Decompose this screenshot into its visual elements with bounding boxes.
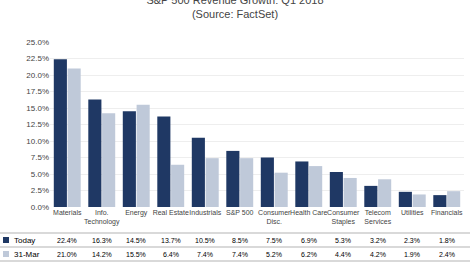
svg-text:14.2%: 14.2% — [92, 251, 112, 258]
svg-text:15.0%: 15.0% — [26, 104, 49, 113]
svg-text:10.5%: 10.5% — [195, 237, 215, 244]
svg-text:2.3%: 2.3% — [404, 237, 420, 244]
svg-text:7.5%: 7.5% — [31, 153, 49, 162]
svg-text:17.5%: 17.5% — [26, 87, 49, 96]
svg-text:3.2%: 3.2% — [370, 237, 386, 244]
svg-text:20.0%: 20.0% — [26, 71, 49, 80]
svg-text:7.4%: 7.4% — [232, 251, 248, 258]
svg-text:6.2%: 6.2% — [301, 251, 317, 258]
svg-text:Energy: Energy — [125, 209, 148, 217]
svg-text:7.4%: 7.4% — [197, 251, 213, 258]
svg-text:0.0%: 0.0% — [31, 203, 49, 212]
svg-text:4.4%: 4.4% — [335, 251, 351, 258]
svg-text:Real Estate: Real Estate — [153, 209, 189, 216]
svg-text:S&P 500 Revenue Growth: Q1 201: S&P 500 Revenue Growth: Q1 2018(Source: … — [146, 0, 323, 20]
svg-text:Info.Technology: Info.Technology — [84, 209, 120, 226]
svg-text:5.3%: 5.3% — [335, 237, 351, 244]
svg-text:14.5%: 14.5% — [126, 237, 146, 244]
svg-text:15.5%: 15.5% — [126, 251, 146, 258]
svg-text:8.5%: 8.5% — [232, 237, 248, 244]
svg-text:6.4%: 6.4% — [163, 251, 179, 258]
svg-text:1.8%: 1.8% — [439, 237, 455, 244]
svg-text:Financials: Financials — [431, 209, 463, 216]
svg-text:10.0%: 10.0% — [26, 137, 49, 146]
svg-text:Utilities: Utilities — [401, 209, 424, 216]
svg-text:TelecomServices: TelecomServices — [364, 209, 391, 225]
svg-text:Materials: Materials — [53, 209, 82, 216]
svg-text:4.2%: 4.2% — [370, 251, 386, 258]
svg-text:25.0%: 25.0% — [26, 38, 49, 47]
svg-text:5.2%: 5.2% — [266, 251, 282, 258]
svg-text:22.4%: 22.4% — [57, 237, 77, 244]
svg-text:22.5%: 22.5% — [26, 54, 49, 63]
svg-text:12.5%: 12.5% — [26, 120, 49, 129]
svg-text:7.5%: 7.5% — [266, 237, 282, 244]
svg-text:31-Mar: 31-Mar — [14, 250, 40, 259]
svg-text:16.3%: 16.3% — [92, 237, 112, 244]
svg-text:1.9%: 1.9% — [404, 251, 420, 258]
svg-text:6.9%: 6.9% — [301, 237, 317, 244]
svg-text:Industrials: Industrials — [189, 209, 221, 216]
svg-text:5.0%: 5.0% — [31, 170, 49, 179]
svg-text:21.0%: 21.0% — [57, 251, 77, 258]
svg-text:2.4%: 2.4% — [439, 251, 455, 258]
svg-text:Today: Today — [14, 236, 35, 245]
svg-text:S&P 500: S&P 500 — [226, 209, 254, 216]
svg-text:ConsumerDisc.: ConsumerDisc. — [258, 209, 291, 225]
svg-text:2.5%: 2.5% — [31, 186, 49, 195]
svg-text:Health Care: Health Care — [290, 209, 327, 216]
svg-text:ConsumerStaples: ConsumerStaples — [327, 209, 360, 226]
svg-text:13.7%: 13.7% — [161, 237, 181, 244]
